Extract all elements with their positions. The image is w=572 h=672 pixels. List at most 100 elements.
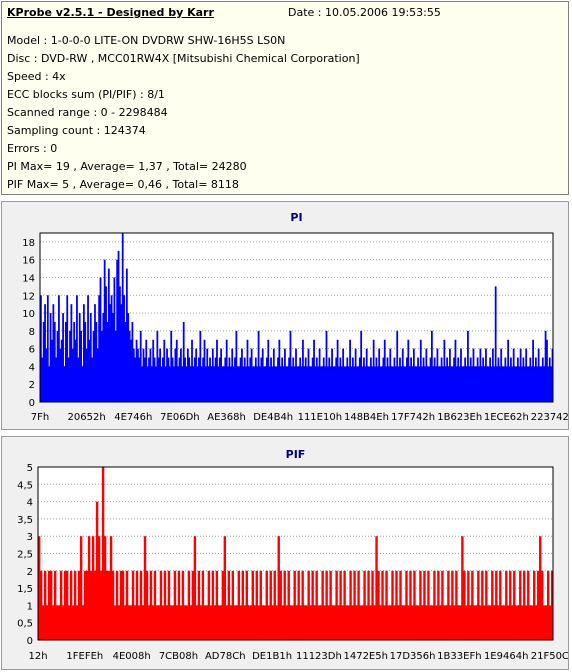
pi-bar bbox=[73, 321, 76, 402]
pi-bar bbox=[249, 357, 252, 402]
pif-bar bbox=[115, 570, 119, 640]
pi-bar bbox=[107, 268, 110, 402]
pi-bar bbox=[289, 330, 292, 402]
pif-bar bbox=[275, 605, 278, 640]
pi-bar bbox=[130, 339, 132, 402]
pif-x-tick-label: 1E9464h bbox=[484, 651, 528, 662]
pif-bar bbox=[345, 605, 348, 640]
pif-bar bbox=[163, 570, 167, 640]
pif-bar bbox=[87, 536, 91, 640]
pi-bar bbox=[182, 321, 185, 402]
pif-bar bbox=[285, 605, 288, 640]
pi-bar bbox=[356, 366, 358, 402]
pi-bar bbox=[220, 348, 223, 402]
pi-bar bbox=[141, 366, 143, 402]
pif-bar bbox=[513, 570, 516, 640]
pi-bar bbox=[339, 357, 342, 402]
pif-bar bbox=[525, 605, 528, 640]
pi-bar bbox=[264, 366, 267, 402]
pi-bar bbox=[473, 366, 476, 402]
pi-bar bbox=[200, 366, 203, 402]
pi-bar bbox=[228, 357, 231, 402]
pi-bar bbox=[91, 357, 94, 402]
pi-bar bbox=[311, 357, 314, 402]
pi-bar bbox=[528, 366, 530, 402]
pi-bar bbox=[515, 366, 518, 402]
pi-bar bbox=[318, 348, 321, 402]
pif-bar bbox=[499, 570, 502, 640]
pif-bar bbox=[273, 570, 276, 640]
pif-bar bbox=[191, 570, 195, 640]
pi-bar bbox=[192, 366, 195, 402]
pif-y-tick-label: 0 bbox=[27, 636, 33, 647]
pi-bar bbox=[404, 366, 407, 402]
pi-bar bbox=[203, 339, 206, 402]
pi-bar bbox=[223, 366, 225, 402]
pi-bar bbox=[422, 357, 425, 402]
pif-bar bbox=[395, 570, 398, 640]
pi-bar bbox=[88, 339, 91, 402]
pi-bar bbox=[418, 366, 421, 402]
pi-bar bbox=[439, 366, 442, 402]
pi-bar bbox=[407, 339, 410, 402]
pif-bar bbox=[405, 570, 408, 640]
pi-bar bbox=[342, 348, 345, 402]
pi-bar bbox=[320, 366, 322, 402]
pif-bar bbox=[59, 570, 63, 640]
sampling-count-line: Sampling count : 124374 bbox=[7, 124, 146, 137]
pif-bar bbox=[327, 605, 330, 640]
pi-bar bbox=[173, 366, 175, 402]
pif-bar bbox=[357, 570, 360, 640]
pi-bar bbox=[425, 348, 428, 402]
pi-bar bbox=[465, 366, 468, 402]
pi-bar bbox=[505, 366, 508, 402]
pif-bar bbox=[277, 536, 280, 640]
pi-chart: PI 0 2 4 6 8 10 12 14 16 18 7Fh 20652h 4E746h 7E06Dh AE… bbox=[22, 211, 568, 423]
pi-bar bbox=[388, 366, 390, 402]
pi-bar bbox=[468, 366, 471, 402]
pi-bar bbox=[340, 366, 343, 402]
pi-x-tick-label: 223742h bbox=[531, 412, 568, 423]
pi-bar bbox=[146, 366, 149, 402]
pi-bar bbox=[110, 295, 113, 402]
pi-bar bbox=[428, 366, 431, 402]
pi-x-tick-label: 1B623Eh bbox=[437, 412, 482, 423]
pi-bar bbox=[252, 366, 254, 402]
pi-bar bbox=[184, 357, 186, 402]
pif-bar bbox=[291, 605, 294, 640]
pi-bar bbox=[462, 366, 465, 402]
pi-bar bbox=[454, 339, 457, 402]
pi-bar bbox=[354, 348, 357, 402]
pi-bar bbox=[41, 357, 44, 402]
pif-summary-line: PIF Max= 5 , Average= 0,46 , Total= 8118 bbox=[7, 178, 239, 191]
pi-bar bbox=[547, 366, 550, 402]
pi-bar bbox=[198, 357, 200, 402]
pi-bar bbox=[510, 357, 512, 402]
pif-y-tick-label: 5 bbox=[27, 463, 33, 474]
pif-bar bbox=[351, 605, 354, 640]
pi-bar bbox=[353, 366, 356, 402]
pi-bar bbox=[389, 348, 392, 402]
pif-bar bbox=[417, 605, 420, 640]
pif-bar bbox=[301, 570, 304, 640]
pi-bar bbox=[94, 304, 96, 402]
pi-bar bbox=[98, 295, 101, 402]
pi-bar bbox=[376, 366, 379, 402]
pif-bar bbox=[445, 605, 448, 640]
pi-bar bbox=[406, 357, 408, 402]
pi-bar bbox=[368, 366, 371, 402]
pif-bar bbox=[479, 605, 482, 640]
pi-bar bbox=[52, 304, 55, 402]
pi-bar bbox=[424, 366, 426, 402]
pi-bar bbox=[358, 357, 361, 402]
pif-bar bbox=[437, 570, 440, 640]
pi-bar bbox=[489, 357, 492, 402]
pi-bar bbox=[254, 357, 257, 402]
pi-bar bbox=[508, 366, 511, 402]
pif-bar bbox=[321, 570, 324, 640]
pif-bar bbox=[349, 570, 352, 640]
pif-bar bbox=[461, 536, 464, 640]
pif-bar bbox=[239, 605, 243, 640]
pi-bar bbox=[536, 366, 539, 402]
pif-bar bbox=[71, 605, 75, 640]
